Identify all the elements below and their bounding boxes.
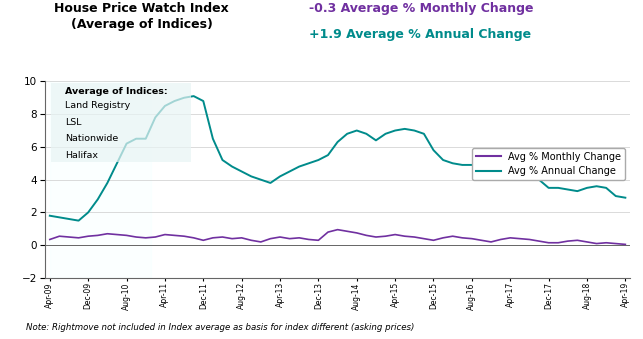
Text: Land Registry: Land Registry — [66, 101, 131, 110]
Text: Note: Rightmove not included in Index average as basis for index different (aski: Note: Rightmove not included in Index av… — [26, 323, 414, 332]
FancyBboxPatch shape — [51, 83, 192, 162]
Text: Halifax: Halifax — [66, 151, 98, 160]
Text: Nationwide: Nationwide — [66, 135, 119, 143]
Text: Average of Indices:: Average of Indices: — [66, 87, 168, 96]
Legend: Avg % Monthly Change, Avg % Annual Change: Avg % Monthly Change, Avg % Annual Chang… — [473, 147, 625, 180]
Bar — [50, 81, 150, 278]
Text: House Price Watch Index
(Average of Indices): House Price Watch Index (Average of Indi… — [54, 2, 229, 31]
Text: +1.9 Average % Annual Change: +1.9 Average % Annual Change — [309, 28, 530, 41]
Text: LSL: LSL — [66, 118, 82, 127]
Text: -0.3 Average % Monthly Change: -0.3 Average % Monthly Change — [309, 2, 533, 15]
